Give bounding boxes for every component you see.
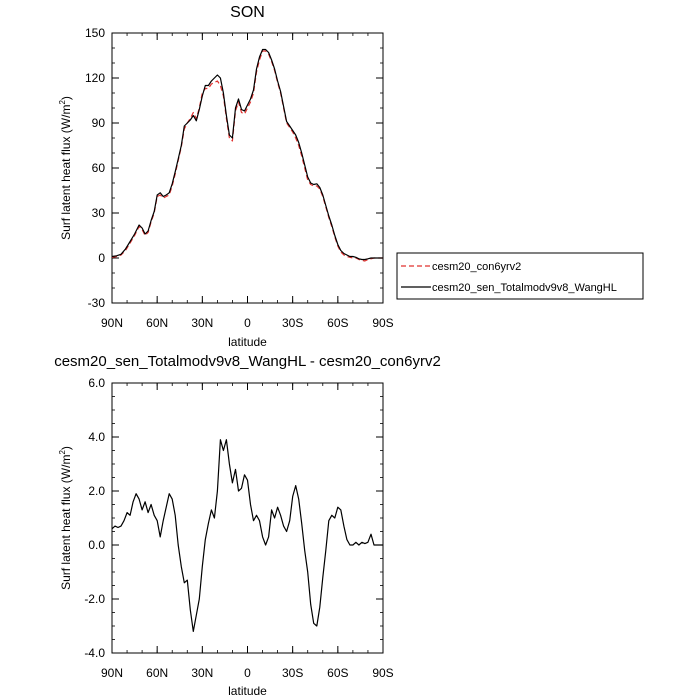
y-axis-label: Surf latent heat flux (W/m2)	[58, 446, 73, 590]
top-plot: SON -30 0 30 60 90 120 150 90N 60N 30N 0 30S 60S 90S la…	[58, 4, 394, 349]
legend-box	[396, 252, 644, 300]
y-tick-label: 150	[85, 26, 105, 40]
x-tick-label: 0	[244, 316, 251, 330]
x-tick-label: 30N	[191, 666, 213, 680]
y-axis-label-close: )	[59, 446, 73, 450]
bottom-plot: cesm20_sen_Totalmodv9v8_WangHL - cesm20_…	[54, 353, 441, 698]
y-axis-label: Surf latent heat flux (W/m2)	[58, 96, 73, 240]
y-tick-label: 0.0	[88, 538, 105, 552]
series-line-0	[111, 50, 383, 262]
y-tick-label: -4.0	[84, 646, 105, 660]
y-axis-label-sup: 2	[58, 450, 67, 455]
y-tick-label: 60	[92, 161, 106, 175]
chart-title: cesm20_sen_Totalmodv9v8_WangHL - cesm20_…	[54, 353, 441, 370]
x-tick-label: 0	[244, 666, 251, 680]
x-axis-label: latitude	[228, 684, 267, 698]
x-tick-label: 30N	[191, 316, 213, 330]
y-axis-label-main: Surf latent heat flux (W/m	[59, 105, 73, 240]
legend-label-0: cesm20_con6yrv2	[432, 261, 521, 273]
y-tick-label: -2.0	[84, 592, 105, 606]
x-axis-label: latitude	[228, 335, 267, 349]
legend: cesm20_con6yrv2 cesm20_sen_Totalmodv9v8_W…	[396, 252, 644, 300]
y-tick-label: 30	[92, 206, 106, 220]
y-tick-label: 6.0	[88, 376, 105, 390]
y-axis-label-main: Surf latent heat flux (W/m	[59, 455, 73, 590]
y-axis-label-close: )	[59, 96, 73, 100]
series-line-1	[111, 48, 383, 261]
y-tick-label: 4.0	[88, 430, 105, 444]
x-tick-label: 30S	[282, 666, 303, 680]
x-tick-label: 90S	[372, 316, 393, 330]
x-tick-label: 60N	[146, 666, 168, 680]
y-tick-label: 2.0	[88, 484, 105, 498]
x-tick-label: 60S	[327, 666, 348, 680]
x-tick-label: 90N	[101, 316, 123, 330]
legend-label-1: cesm20_sen_Totalmodv9v8_WangHL	[432, 282, 617, 294]
x-tick-label: 30S	[282, 316, 303, 330]
y-tick-label: 0	[98, 251, 105, 265]
x-tick-label: 90S	[372, 666, 393, 680]
y-tick-label: 90	[92, 116, 106, 130]
plot-frame	[111, 32, 384, 304]
x-tick-label: 60N	[146, 316, 168, 330]
series-line-0	[111, 439, 383, 633]
x-tick-label: 90N	[101, 666, 123, 680]
y-tick-label: 120	[85, 71, 105, 85]
x-tick-label: 60S	[327, 316, 348, 330]
y-axis-label-sup: 2	[58, 100, 67, 105]
y-tick-label: -30	[88, 296, 106, 310]
chart-title: SON	[230, 4, 265, 21]
